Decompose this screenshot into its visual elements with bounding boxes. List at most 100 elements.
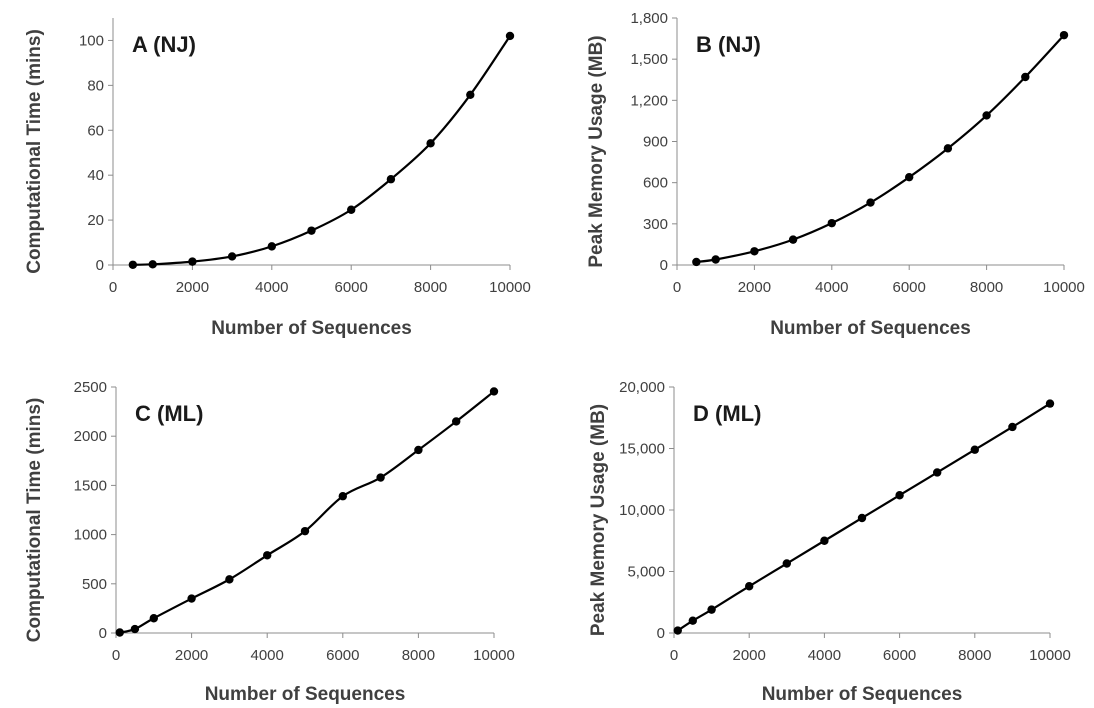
panel-label: C (ML) xyxy=(135,401,203,426)
data-point xyxy=(688,616,697,625)
chart-panel-2: 0 300 600 900 1,200 1,500 1,800 0 2000 4000 6000 80… xyxy=(586,10,1085,339)
data-point xyxy=(149,614,158,623)
data-point xyxy=(505,31,515,41)
data-point xyxy=(692,257,701,267)
x-tick-label: 2000 xyxy=(175,647,208,664)
data-point xyxy=(711,255,720,264)
y-tick-label: 0 xyxy=(660,257,668,274)
data-point xyxy=(866,198,875,207)
y-tick-label: 5,000 xyxy=(627,564,665,581)
data-point xyxy=(1045,399,1055,408)
y-tick-label: 10,000 xyxy=(619,502,665,519)
series-line xyxy=(696,34,1065,264)
y-tick-label: 300 xyxy=(643,216,668,233)
y-tick-label: 0 xyxy=(657,625,665,642)
chart-panel-4: 0 5,000 10,000 15,000 20,000 0 2000 4000 6000 800… xyxy=(588,379,1071,705)
y-tick-label: 40 xyxy=(87,167,104,184)
data-point xyxy=(750,247,759,256)
data-point xyxy=(414,445,423,455)
data-point xyxy=(1059,30,1069,40)
data-point xyxy=(827,218,836,228)
panel-label: B (NJ) xyxy=(696,32,761,57)
x-axis-title: Number of Sequences xyxy=(211,318,412,339)
x-tick-label: 8000 xyxy=(414,279,447,296)
data-point xyxy=(707,605,716,614)
x-tick-label: 2000 xyxy=(738,279,771,296)
data-point xyxy=(1008,422,1017,432)
y-axis-title: Computational Time (mins) xyxy=(24,398,45,643)
x-tick-label: 0 xyxy=(670,647,678,664)
x-tick-label: 4000 xyxy=(808,647,841,664)
y-tick-label: 1,200 xyxy=(630,92,668,109)
y-tick-label: 2500 xyxy=(74,379,107,396)
y-tick-label: 60 xyxy=(87,122,104,139)
panel-label: D (ML) xyxy=(693,401,761,426)
data-point xyxy=(188,257,197,266)
data-point xyxy=(300,526,310,536)
data-point xyxy=(673,626,682,635)
y-tick-label: 20 xyxy=(87,212,104,229)
data-point xyxy=(263,551,272,560)
x-tick-label: 4000 xyxy=(251,647,284,664)
y-tick-label: 500 xyxy=(82,576,107,593)
x-tick-label: 10000 xyxy=(489,279,531,296)
data-point xyxy=(820,536,829,545)
y-tick-label: 1,800 xyxy=(630,10,668,27)
x-tick-label: 10000 xyxy=(1043,279,1085,296)
data-point xyxy=(227,252,237,261)
y-tick-label: 0 xyxy=(96,257,104,274)
data-point xyxy=(970,445,979,454)
data-point xyxy=(187,594,196,603)
x-axis-title: Number of Sequences xyxy=(770,318,971,339)
x-tick-label: 8000 xyxy=(970,279,1003,296)
data-point xyxy=(386,175,396,184)
data-point xyxy=(347,205,356,214)
y-tick-label: 2000 xyxy=(74,428,107,445)
x-tick-label: 6000 xyxy=(883,647,916,664)
data-point xyxy=(905,172,914,182)
y-tick-label: 1000 xyxy=(74,527,107,544)
x-tick-label: 4000 xyxy=(815,279,848,296)
y-axis-title: Peak Memory Usage (MB) xyxy=(586,35,607,267)
data-point xyxy=(782,559,791,568)
y-tick-label: 900 xyxy=(643,134,668,151)
x-tick-label: 2000 xyxy=(176,279,209,296)
data-point xyxy=(148,260,157,269)
x-tick-label: 6000 xyxy=(893,279,926,296)
y-tick-label: 100 xyxy=(79,32,104,49)
data-point xyxy=(1021,72,1030,82)
y-tick-label: 600 xyxy=(643,175,668,192)
data-point xyxy=(982,111,991,120)
data-point xyxy=(788,235,798,244)
data-point xyxy=(338,492,347,501)
x-tick-label: 2000 xyxy=(733,647,766,664)
x-tick-label: 0 xyxy=(109,279,117,296)
data-point xyxy=(452,417,461,426)
y-tick-label: 0 xyxy=(99,625,107,642)
data-point xyxy=(376,473,385,482)
x-tick-label: 6000 xyxy=(335,279,368,296)
y-axis-title: Computational Time (mins) xyxy=(24,29,45,274)
y-tick-label: 15,000 xyxy=(619,441,665,458)
data-point xyxy=(426,139,435,148)
x-tick-label: 8000 xyxy=(958,647,991,664)
data-point xyxy=(128,260,138,269)
data-point xyxy=(115,628,124,637)
x-tick-label: 0 xyxy=(673,279,681,296)
data-point xyxy=(857,513,867,523)
x-tick-label: 4000 xyxy=(255,279,288,296)
data-point xyxy=(267,242,276,251)
data-point xyxy=(130,624,140,634)
x-tick-label: 10000 xyxy=(1029,647,1071,664)
series-line xyxy=(119,390,495,634)
data-point xyxy=(745,582,754,591)
y-tick-label: 80 xyxy=(87,77,104,94)
y-tick-label: 1500 xyxy=(74,477,107,494)
data-point xyxy=(307,226,316,235)
y-axis-title: Peak Memory Usage (MB) xyxy=(588,404,609,636)
data-point xyxy=(466,90,475,99)
panel-label: A (NJ) xyxy=(132,32,196,57)
chart-panel-1: 0 20 40 60 80 100 0 2000 4000 6000 8000 10000 Number… xyxy=(24,18,531,339)
x-axis-title: Number of Sequences xyxy=(205,684,406,705)
x-tick-label: 8000 xyxy=(402,647,435,664)
